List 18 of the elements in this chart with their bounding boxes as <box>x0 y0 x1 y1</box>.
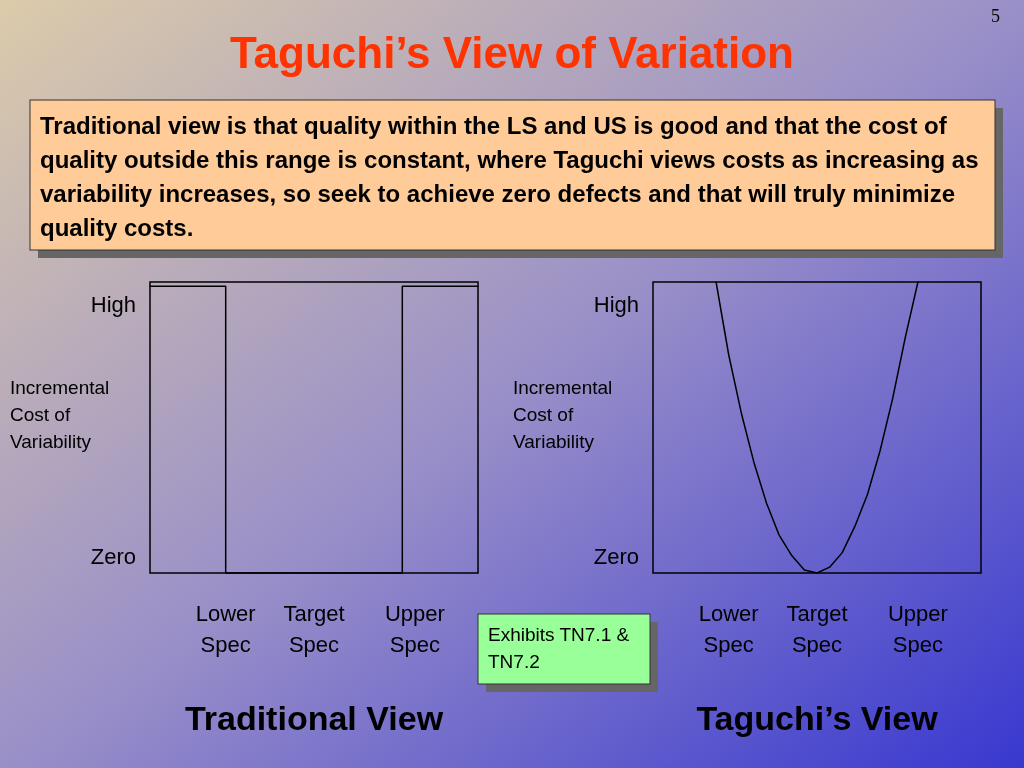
x-tick-label: Target Spec <box>283 601 345 657</box>
x-tick-label: Target Spec <box>786 601 848 657</box>
y-axis-title: Incremental Cost of Variability <box>513 377 613 452</box>
text: 5 <box>991 6 1000 26</box>
x-tick-label: Upper Spec <box>887 601 948 657</box>
x-tick-label: Lower Spec <box>698 601 759 657</box>
x-tick-label: Upper Spec <box>384 601 445 657</box>
text: Traditional View <box>184 699 444 737</box>
x-tick-label: Lower Spec <box>195 601 256 657</box>
text: High <box>593 291 639 317</box>
text: Traditional view is that quality within the LS and US is good and that the cost of quality outside this range is constant, where Taguchi views costs as increasing as variability increases, so seek to achieve zero defects and that will truly minimize quality costs. <box>40 112 979 241</box>
text: High <box>90 291 136 317</box>
text: Zero <box>90 543 136 569</box>
text: Exhibits TN7.1 & TN7.2 <box>488 624 630 672</box>
text: Taguchi’s View of Variation <box>230 28 794 77</box>
text: Taguchi’s View <box>696 699 939 737</box>
y-axis-title: Incremental Cost of Variability <box>10 377 110 452</box>
text: Zero <box>593 543 639 569</box>
